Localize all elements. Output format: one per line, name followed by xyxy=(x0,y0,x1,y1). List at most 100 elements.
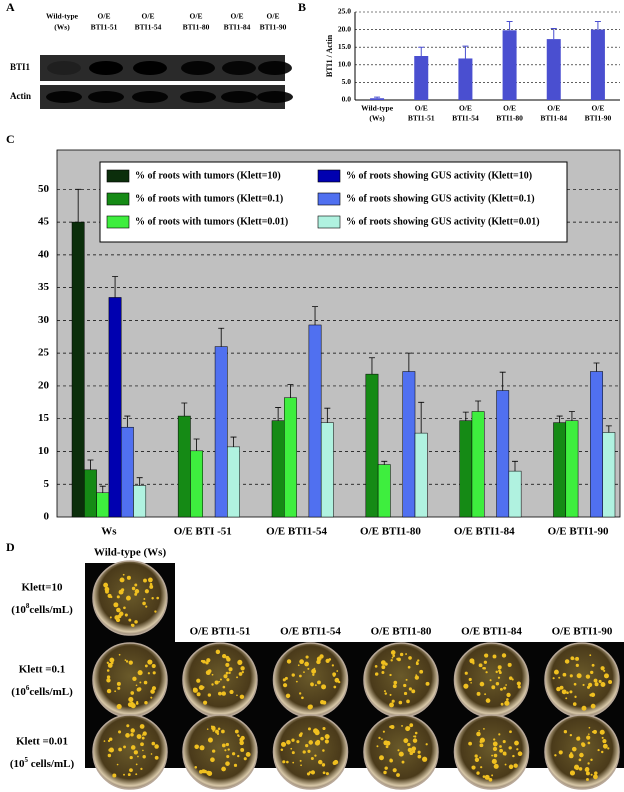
colony xyxy=(556,686,561,692)
colony xyxy=(561,689,567,695)
plate xyxy=(544,714,620,790)
error-bar xyxy=(556,415,563,423)
x-tick-label: O/E BTI -51 xyxy=(174,526,232,538)
colony xyxy=(285,693,291,699)
colony xyxy=(144,664,148,668)
colony xyxy=(143,578,147,583)
colony xyxy=(411,746,417,751)
colony xyxy=(602,738,607,744)
colony xyxy=(122,573,125,576)
bar xyxy=(602,432,616,518)
colony xyxy=(585,771,590,776)
legend-swatch xyxy=(106,169,130,183)
error-bar xyxy=(124,415,131,428)
colony xyxy=(600,750,604,754)
density-part: cells/mL) xyxy=(29,686,73,698)
colony xyxy=(495,681,500,686)
colony xyxy=(569,674,573,678)
error-bar xyxy=(275,407,282,421)
error-bar xyxy=(112,276,119,298)
colony xyxy=(484,653,489,658)
colony xyxy=(599,729,605,735)
colony xyxy=(590,773,593,776)
colony xyxy=(237,754,240,758)
x-tick-label: Ws xyxy=(101,526,117,538)
colony xyxy=(570,656,575,661)
colony xyxy=(591,663,595,667)
colony xyxy=(389,758,393,762)
legend-swatch xyxy=(317,215,341,229)
colony xyxy=(224,749,227,752)
x-tick-label: O/E BTI1-84 xyxy=(454,526,515,538)
colony xyxy=(128,618,132,622)
bar xyxy=(502,30,517,100)
bar xyxy=(458,58,473,100)
error-bar xyxy=(462,45,469,59)
colony xyxy=(286,659,292,664)
colony xyxy=(233,763,238,767)
colony xyxy=(245,752,251,757)
x-tick-label: O/E xyxy=(459,104,472,113)
colony xyxy=(118,747,122,752)
colony xyxy=(138,736,141,739)
colony xyxy=(238,672,243,676)
plate xyxy=(182,642,258,718)
colony xyxy=(602,743,608,749)
colony xyxy=(308,740,314,745)
bar xyxy=(320,422,334,518)
colony xyxy=(310,770,316,775)
colony xyxy=(116,703,122,710)
colony xyxy=(305,655,309,659)
legend-swatch xyxy=(106,215,130,229)
plate xyxy=(182,714,258,790)
colony xyxy=(322,700,327,705)
colony xyxy=(463,683,469,689)
legend-label: % of roots showing GUS activity (Klett=1… xyxy=(346,170,532,181)
colony xyxy=(594,682,599,687)
colony xyxy=(587,676,590,679)
bar xyxy=(370,98,385,100)
colony xyxy=(226,657,231,662)
colony xyxy=(280,741,287,747)
legend-label: % of roots with tumors (Klett=0.01) xyxy=(135,216,288,227)
colony xyxy=(491,774,494,777)
y-tick-label: 35 xyxy=(38,281,50,293)
colony xyxy=(600,682,606,687)
colony xyxy=(316,656,322,662)
colony xyxy=(215,649,221,655)
error-bar xyxy=(87,459,94,470)
colony xyxy=(118,730,122,734)
plate-title: Wild-type (Ws) xyxy=(94,547,167,559)
colony xyxy=(384,766,388,770)
colony xyxy=(579,752,584,758)
colony xyxy=(151,686,157,691)
blot-band xyxy=(132,91,168,103)
colony xyxy=(142,601,146,606)
legend-swatch xyxy=(106,192,130,206)
colony xyxy=(317,680,321,685)
colony xyxy=(129,768,133,773)
colony xyxy=(396,773,400,777)
colony xyxy=(240,666,245,671)
colony xyxy=(379,755,384,761)
colony xyxy=(223,674,228,679)
colony xyxy=(107,663,113,668)
bar xyxy=(414,432,428,518)
legend-label: % of roots showing GUS activity (Klett=0… xyxy=(346,216,540,227)
blot-column-label: O/E xyxy=(190,12,203,21)
colony xyxy=(194,765,198,769)
colony xyxy=(144,589,149,594)
colony xyxy=(130,728,135,733)
bar xyxy=(133,485,147,518)
colony xyxy=(322,771,326,775)
bar xyxy=(214,346,228,518)
bar xyxy=(177,415,191,518)
colony xyxy=(131,586,136,591)
colony xyxy=(116,607,121,613)
bar xyxy=(120,426,134,518)
colony xyxy=(403,738,409,744)
blot-row-label: BTI1 xyxy=(10,62,31,72)
colony xyxy=(222,685,226,689)
colony xyxy=(516,681,521,686)
colony xyxy=(516,748,519,751)
